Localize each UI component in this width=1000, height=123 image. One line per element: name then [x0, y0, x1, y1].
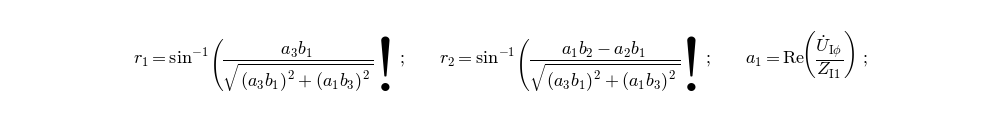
Text: $r_1 = \sin^{-1}\!\left(\dfrac{a_3 b_1}{\sqrt{(a_3 b_1)^2 + (a_1 b_3)^2}}\right): $r_1 = \sin^{-1}\!\left(\dfrac{a_3 b_1}{… — [133, 29, 867, 94]
